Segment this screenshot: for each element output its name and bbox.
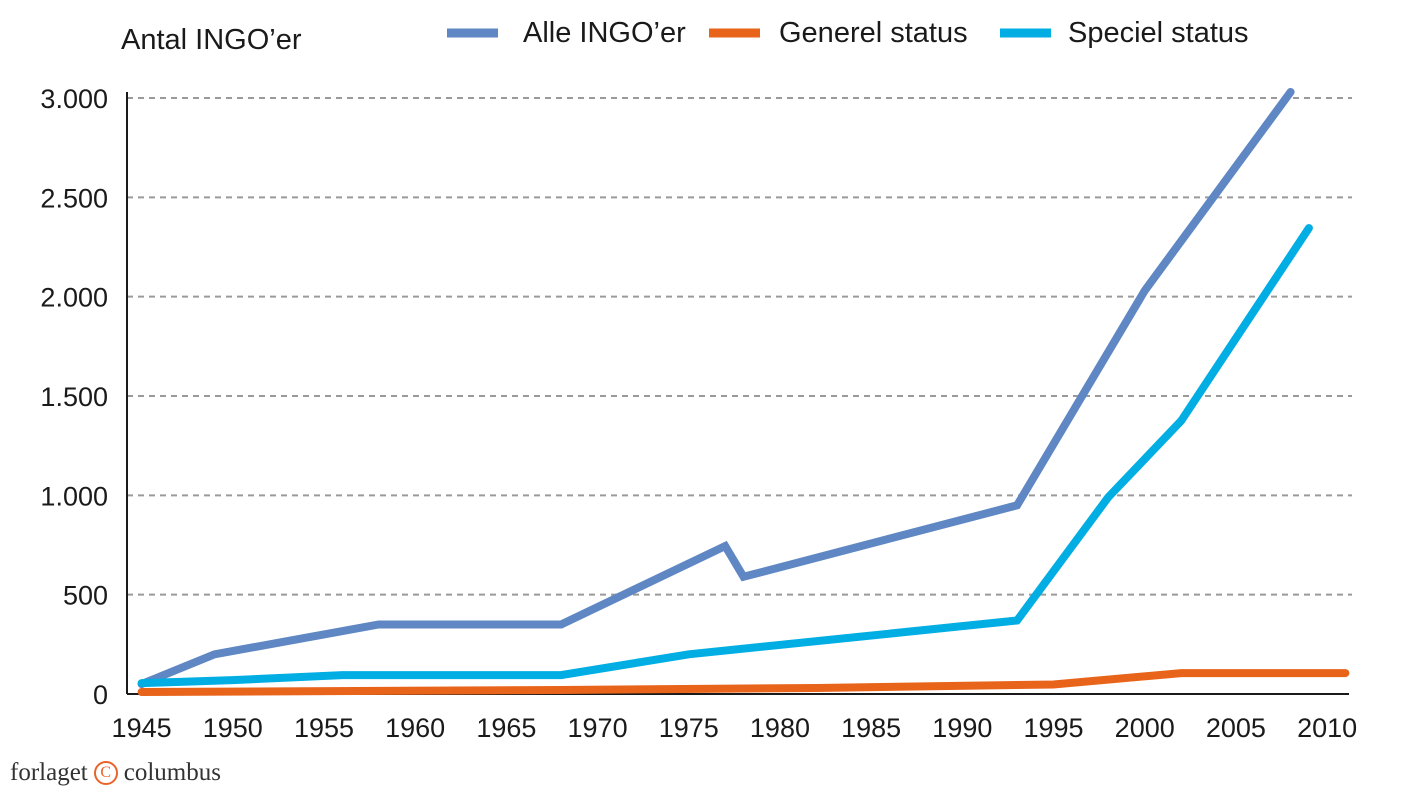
- y-tick-label: 0: [93, 680, 108, 710]
- x-tick-label: 1980: [750, 713, 810, 743]
- copyright-circle-icon: C: [93, 761, 118, 785]
- x-tick-label: 1965: [476, 713, 536, 743]
- x-tick-label: 1960: [385, 713, 445, 743]
- legend-label-speciel: Speciel status: [1068, 17, 1249, 49]
- legend: Alle INGO’er Generel status Speciel stat…: [447, 17, 1249, 49]
- x-tick-label: 1955: [294, 713, 354, 743]
- y-tick-label: 2.500: [40, 183, 108, 213]
- x-tick-label: 1975: [659, 713, 719, 743]
- x-tick-label: 2000: [1115, 713, 1175, 743]
- axes: [126, 92, 1349, 695]
- publisher-logo: forlaget C columbus: [10, 756, 221, 790]
- publisher-name-right: columbus: [123, 759, 221, 786]
- x-tick-label: 1970: [568, 713, 628, 743]
- series-line-alle: [137, 88, 1295, 689]
- series-line-generel: [137, 669, 1350, 696]
- publisher-name-left: forlaget: [10, 759, 88, 786]
- y-tick-label: 1.000: [40, 481, 108, 511]
- x-tick-label: 1995: [1023, 713, 1083, 743]
- legend-label-generel: Generel status: [779, 17, 968, 49]
- gridlines: [127, 97, 1352, 596]
- y-tick-label: 500: [63, 581, 108, 611]
- x-tick-label: 1945: [112, 713, 172, 743]
- y-tick-label: 2.000: [40, 283, 108, 313]
- x-tick-labels: 1945 1950 1955 1960 1965 1970 1975 1980 1985 1990…: [112, 713, 1358, 743]
- x-tick-label: 1990: [932, 713, 992, 743]
- x-tick-label: 1950: [203, 713, 263, 743]
- y-axis-title: Antal INGO’er: [121, 24, 302, 56]
- series-line-speciel: [137, 224, 1313, 688]
- y-tick-label: 3.000: [40, 84, 108, 114]
- series-lines: [137, 88, 1350, 696]
- legend-label-alle: Alle INGO’er: [523, 17, 686, 49]
- x-tick-label: 1985: [841, 713, 901, 743]
- x-tick-label: 2005: [1206, 713, 1266, 743]
- x-tick-label: 2010: [1297, 713, 1357, 743]
- y-tick-labels: 0 500 1.000 1.500 2.000 2.500 3.000: [40, 84, 108, 710]
- y-tick-label: 1.500: [40, 382, 108, 412]
